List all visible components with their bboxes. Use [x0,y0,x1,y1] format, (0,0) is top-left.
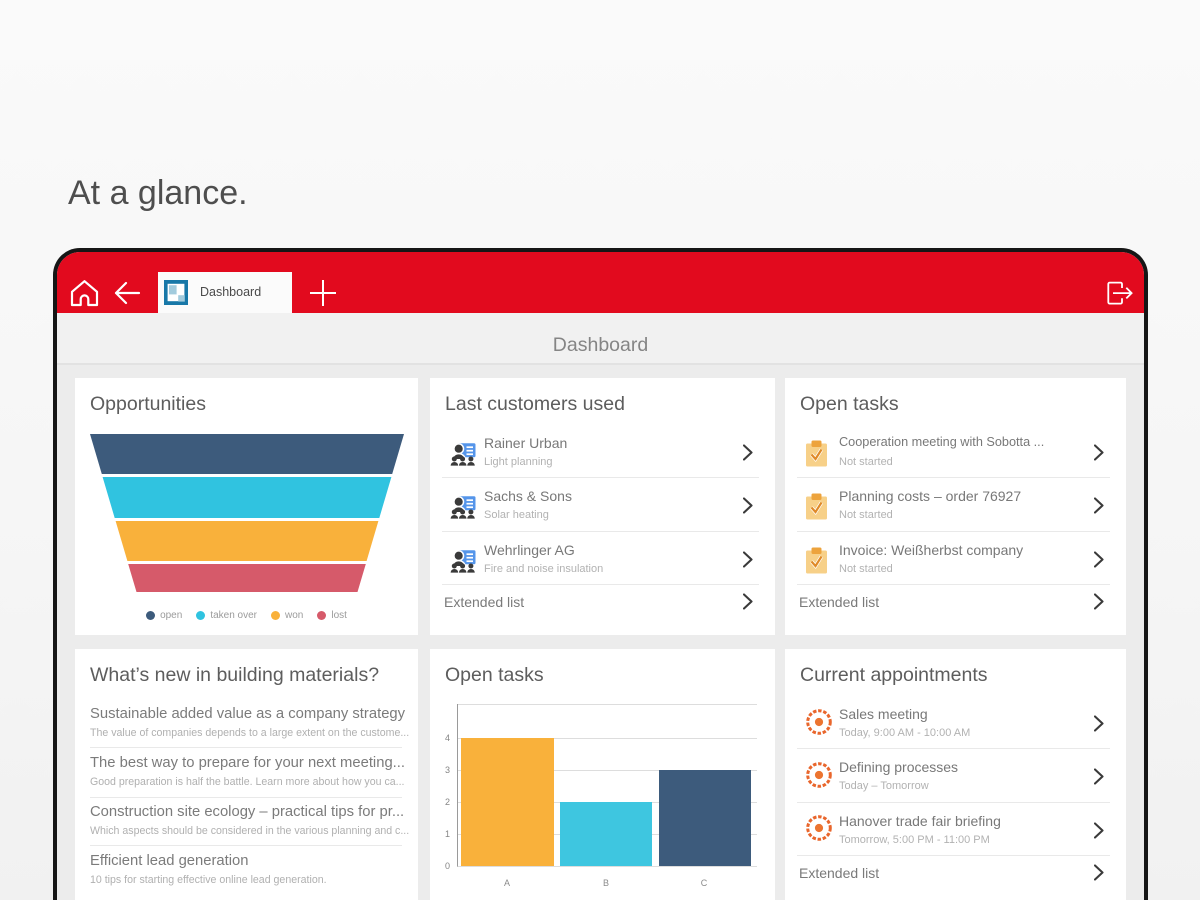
svg-text:A: A [504,878,510,888]
svg-text:4: 4 [445,733,450,743]
svg-text:2: 2 [445,797,450,807]
svg-text:B: B [603,878,609,888]
svg-text:1: 1 [445,829,450,839]
svg-text:3: 3 [445,765,450,775]
svg-text:0: 0 [445,861,450,871]
svg-text:C: C [701,878,708,888]
